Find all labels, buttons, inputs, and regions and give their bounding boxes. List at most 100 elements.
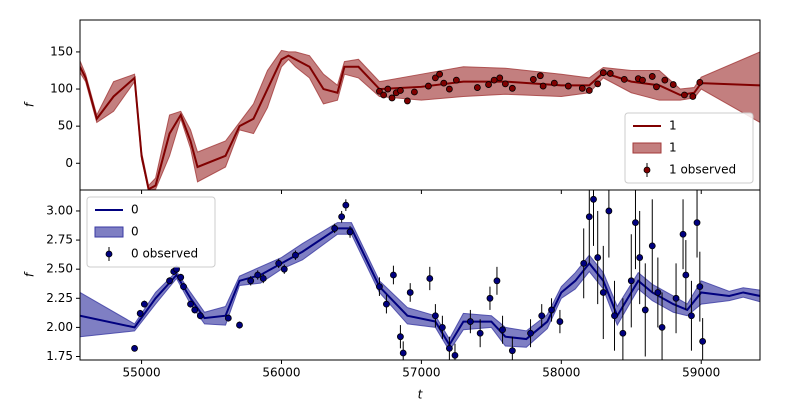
observed-point [672,294,680,302]
observed-point [399,349,407,357]
observed-point [527,329,534,337]
x-tick-label: 55000 [122,366,160,380]
observed-point [648,73,656,80]
observed-point [538,312,546,320]
legend-label: 1 observed [669,163,736,177]
y-axis-label: f [23,101,37,107]
observed-point [247,277,255,285]
observed-point [180,283,187,291]
observed-point [620,75,628,83]
observed-point [166,277,173,285]
y-tick-label: 2.25 [46,291,73,305]
observed-point [550,79,558,87]
observed-point [275,259,283,267]
observed-point [411,88,418,96]
observed-point [627,277,635,285]
observed-point [564,82,572,90]
y-tick-label: 0 [65,156,73,170]
observed-point [191,306,199,314]
observed-point [131,344,138,352]
axes-frame [79,189,761,361]
y-tick-label: 150 [50,44,73,58]
legend-marker [105,250,113,258]
observed-point [438,323,446,331]
observed-point [556,318,564,325]
observed-point [682,271,690,279]
x-tick-label: 58000 [542,366,580,380]
observed-point [384,85,392,93]
observed-point [451,351,459,359]
legend-marker [643,166,651,174]
observed-point [397,87,404,94]
observed-point [508,84,516,92]
observed-point [466,318,474,325]
observed-point [424,82,432,90]
observed-point [140,300,148,308]
observed-point [445,85,453,93]
y-tick-label: 2.75 [46,233,73,247]
observed-point [599,69,607,77]
observed-point [539,82,547,90]
observed-point [599,289,607,296]
observed-point [496,74,504,82]
legend-label: 0 [131,203,139,217]
observed-point [376,283,383,291]
observed-point [606,70,614,77]
observed-point [338,213,346,221]
observed-point [693,219,701,227]
observed-point [431,312,439,320]
y-tick-label: 3.00 [46,203,73,217]
observed-point [452,76,460,84]
observed-point [654,289,662,296]
observed-point [404,97,411,105]
observed-point [648,242,656,250]
observed-point [177,273,185,281]
legend-label: 0 observed [131,247,198,261]
observed-point [641,306,649,314]
observed-point [653,83,660,91]
observed-point [679,230,687,238]
observed-point [688,312,695,320]
observed-point [292,251,299,259]
observed-point [493,277,501,285]
observed-point [529,75,537,83]
observed-point [485,81,492,88]
observed-point [476,329,484,337]
observed-point [380,91,388,99]
observed-point [696,283,704,291]
observed-point [346,228,354,236]
observed-point [490,76,498,84]
observed-point [501,80,509,88]
legend-label: 1 [669,119,677,133]
observed-point [406,289,414,296]
observed-point [536,72,544,80]
observed-point [486,294,494,302]
observed-point [254,271,262,279]
observed-point [331,225,339,232]
observed-point [388,94,396,102]
observed-point [376,87,383,95]
observed-point [390,271,397,279]
observed-point [431,74,439,82]
observed-point [658,323,666,331]
observed-point [580,259,588,267]
y-tick-label: 100 [50,82,73,96]
x-tick-label: 59000 [682,366,720,380]
observed-point [585,213,593,221]
observed-point [499,326,506,334]
observed-point [473,84,481,91]
observed-point [187,300,194,308]
observed-point [280,265,288,273]
observed-point [236,321,243,329]
observed-point [426,275,434,282]
plot-area [80,190,760,360]
y-tick-label: 1.75 [46,349,73,363]
y-tick-label: 2.00 [46,320,73,334]
observed-point [636,254,644,261]
observed-point [605,207,613,215]
y-tick-label: 50 [58,119,73,133]
y-tick-label: 2.50 [46,262,73,276]
observed-point [661,76,669,84]
